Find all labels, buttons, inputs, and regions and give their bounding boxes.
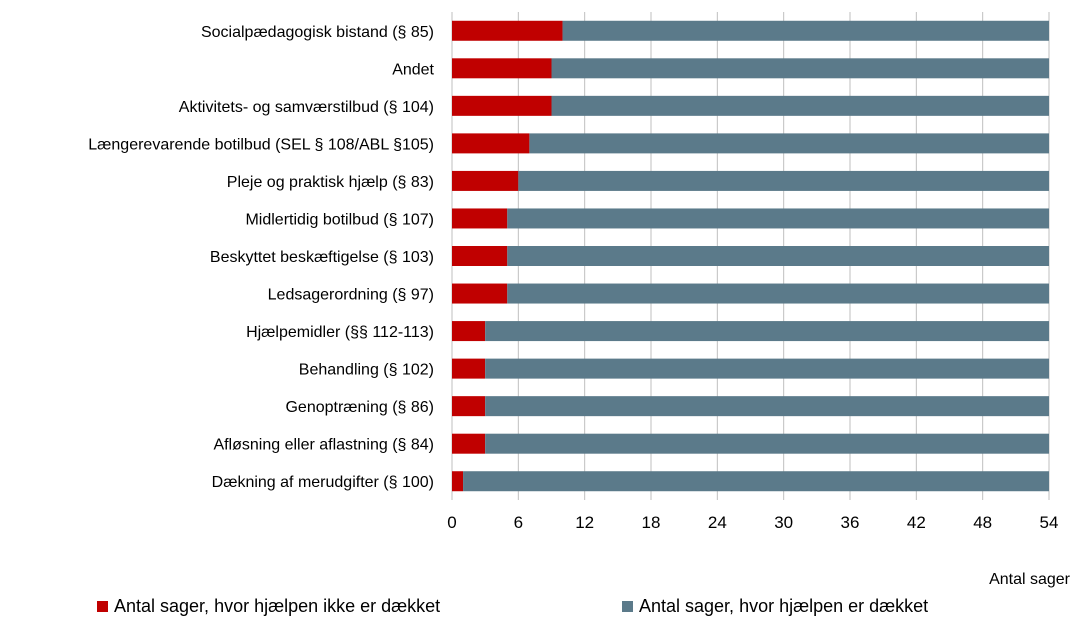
x-axis-title: Antal sager [989,571,1070,588]
x-tick-label: 48 [973,513,992,532]
bar-segment-not-covered [452,433,486,454]
x-tick-label: 0 [447,513,456,532]
category-label: Hjælpemidler (§§ 112-113) [246,324,434,341]
legend-item-not-covered: Antal sager, hvor hjælpen ikke er dækket [97,596,440,617]
category-label: Længerevarende botilbud (SEL § 108/ABL §… [88,136,434,153]
x-tick-label: 54 [1040,513,1059,532]
bar-segment-covered [507,283,1049,304]
legend-label-covered: Antal sager, hvor hjælpen er dækket [639,596,929,616]
stacked-bar-chart: Socialpædagogisk bistand (§ 85) Andet Akti… [88,12,1070,588]
bar-segment-covered [485,321,1050,342]
bar-segment-covered [518,170,1049,191]
bars [452,20,1050,492]
bar-segment-not-covered [452,208,508,229]
bar-segment-covered [551,95,1049,116]
bar-segment-covered [562,20,1049,41]
category-label: Pleje og praktisk hjælp (§ 83) [227,174,434,191]
x-tick-label: 36 [841,513,860,532]
bar-segment-not-covered [452,396,486,417]
category-labels: Socialpædagogisk bistand (§ 85) Andet Akti… [88,24,434,491]
bar-segment-covered [551,58,1049,79]
legend-swatch-covered [622,601,633,612]
category-label: Ledsagerordning (§ 97) [268,287,434,304]
bar-segment-covered [463,471,1049,492]
bar-segment-covered [485,358,1050,379]
category-label: Socialpædagogisk bistand (§ 85) [201,24,434,41]
legend-label-not-covered: Antal sager, hvor hjælpen ikke er dækket [114,596,441,616]
x-tick-label: 30 [774,513,793,532]
x-tick-label: 6 [514,513,523,532]
x-tick-labels: 0 6 12 18 24 30 36 42 48 54 [447,513,1058,532]
bar-segment-not-covered [452,471,464,492]
x-tick-label: 24 [708,513,727,532]
category-label: Andet [392,61,434,78]
legend-item-covered: Antal sager, hvor hjælpen er dækket [622,596,928,617]
x-tick-label: 42 [907,513,926,532]
category-label: Genoptræning (§ 86) [285,399,434,416]
bar-segment-not-covered [452,95,552,116]
bar-segment-covered [507,208,1049,229]
bar-segment-not-covered [452,20,563,41]
bar-segment-not-covered [452,246,508,266]
bar-segment-covered [485,433,1050,454]
bar-segment-not-covered [452,58,552,79]
bar-segment-not-covered [452,358,486,379]
bar-segment-not-covered [452,283,508,304]
category-label: Beskyttet beskæftigelse (§ 103) [210,249,434,266]
bar-segment-covered [529,133,1049,154]
category-label: Behandling (§ 102) [299,362,434,379]
category-label: Aktivitets- og samværstilbud (§ 104) [179,99,434,116]
bar-segment-not-covered [452,170,519,191]
category-label: Midlertidig botilbud (§ 107) [245,211,434,228]
bar-segment-not-covered [452,133,530,154]
legend-swatch-not-covered [97,601,108,612]
x-tick-label: 18 [642,513,661,532]
x-tick-label: 12 [575,513,594,532]
category-label: Dækning af merudgifter (§ 100) [212,474,434,491]
legend: Antal sager, hvor hjælpen ikke er dækket… [0,596,1070,626]
bar-segment-covered [485,396,1050,417]
category-label: Afløsning eller aflastning (§ 84) [213,437,434,454]
bar-segment-not-covered [452,321,486,342]
bar-segment-covered [507,246,1049,266]
